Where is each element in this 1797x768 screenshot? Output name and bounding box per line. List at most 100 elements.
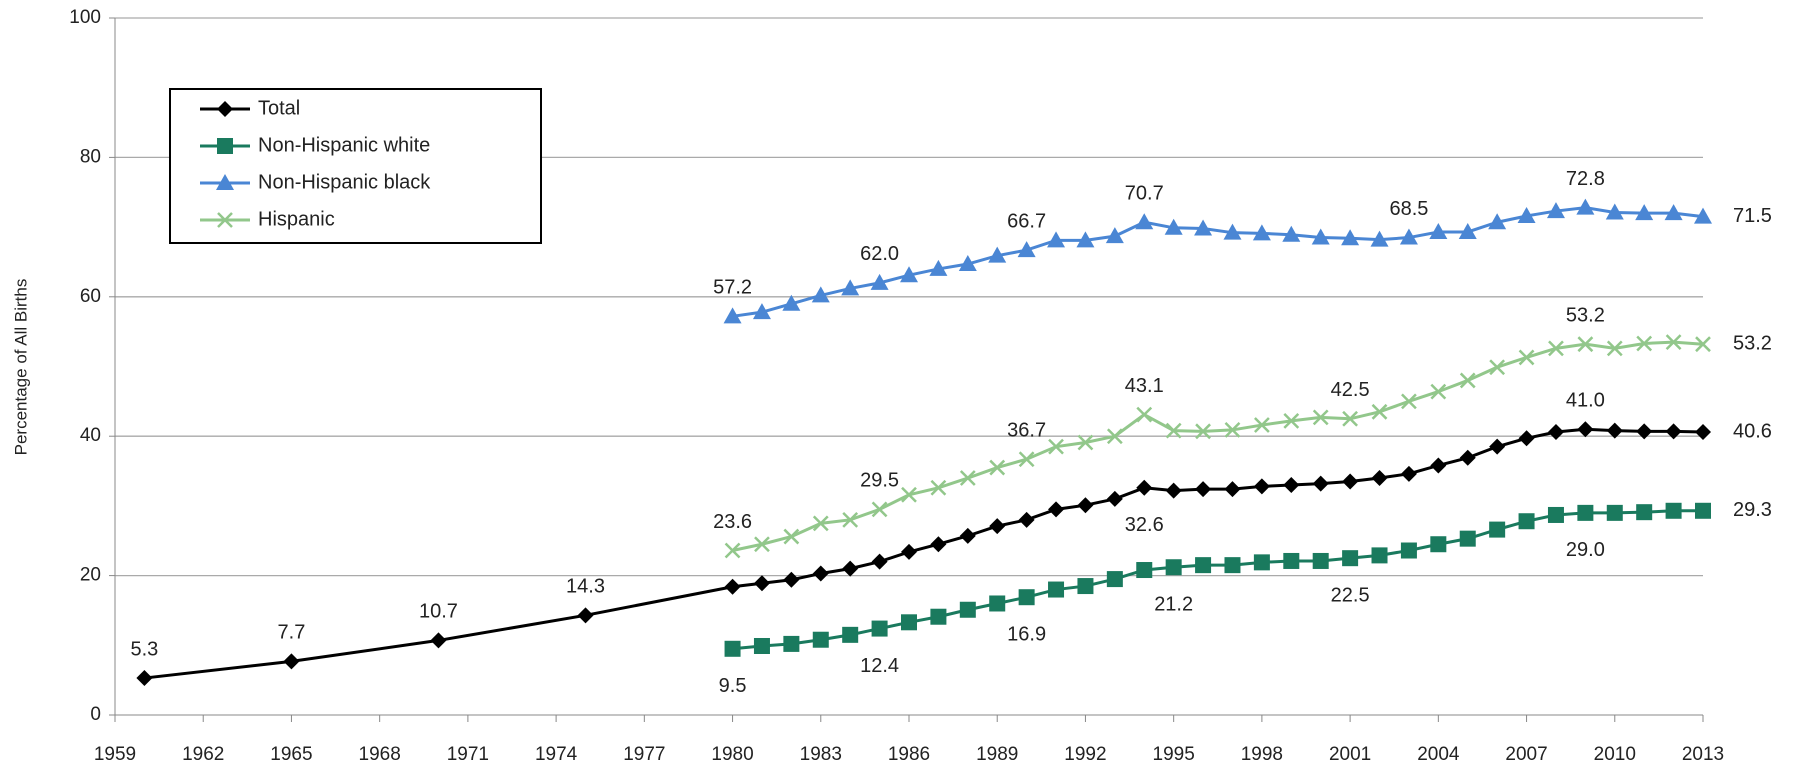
marker <box>1488 213 1507 230</box>
data-label: 68.5 <box>1389 198 1428 220</box>
marker <box>783 528 800 545</box>
data-label: 66.7 <box>1007 210 1046 232</box>
marker <box>1195 423 1211 440</box>
marker <box>1489 359 1506 376</box>
legend-label: Non-Hispanic black <box>258 171 431 193</box>
data-label: 41.0 <box>1566 390 1605 412</box>
marker <box>1371 547 1388 564</box>
marker <box>930 479 947 496</box>
data-label: 36.7 <box>1007 419 1046 441</box>
x-tick-label: 1971 <box>447 744 489 765</box>
marker <box>1636 423 1653 440</box>
series-line <box>732 340 1704 552</box>
marker <box>1400 465 1417 482</box>
y-tick-label: 80 <box>80 146 101 167</box>
marker <box>901 486 917 503</box>
marker <box>1665 423 1682 440</box>
marker <box>216 174 234 190</box>
data-label: 42.5 <box>1331 379 1370 401</box>
marker <box>1224 481 1241 498</box>
marker <box>1548 340 1564 357</box>
marker <box>136 670 153 687</box>
marker <box>1577 421 1594 438</box>
marker <box>1459 449 1476 466</box>
marker <box>724 640 741 657</box>
marker <box>1458 222 1477 239</box>
marker <box>1547 424 1564 441</box>
marker <box>1253 554 1270 571</box>
marker <box>871 501 888 518</box>
data-label: 53.2 <box>1566 304 1605 326</box>
marker <box>283 653 300 670</box>
marker <box>1165 482 1182 499</box>
marker <box>1459 530 1476 547</box>
marker <box>871 620 888 637</box>
y-tick-label: 20 <box>80 565 101 586</box>
marker <box>782 294 801 311</box>
x-tick-label: 1959 <box>94 744 136 765</box>
marker <box>1606 422 1623 439</box>
marker <box>1136 479 1153 496</box>
marker <box>1311 228 1330 245</box>
marker <box>1018 451 1035 468</box>
marker <box>1605 203 1624 220</box>
marker <box>1254 417 1270 433</box>
data-label: 23.6 <box>713 511 752 533</box>
marker <box>901 543 917 560</box>
marker <box>1223 223 1242 240</box>
marker <box>1695 424 1711 441</box>
marker <box>1106 428 1123 445</box>
marker <box>930 536 947 553</box>
marker <box>1018 589 1035 606</box>
marker <box>783 571 800 588</box>
y-tick-label: 60 <box>80 286 101 307</box>
x-tick-label: 1983 <box>800 744 842 765</box>
marker <box>1048 501 1065 518</box>
x-tick-label: 1977 <box>623 744 665 765</box>
marker <box>1224 557 1241 574</box>
marker <box>783 635 800 652</box>
marker <box>1577 336 1594 353</box>
marker <box>754 536 770 553</box>
marker <box>752 303 771 320</box>
marker <box>959 470 976 486</box>
series-line <box>144 427 1704 680</box>
legend: Total Non-Hispanic white Non-Hispanic blac… <box>169 88 542 244</box>
marker <box>1606 340 1623 357</box>
marker <box>989 595 1006 612</box>
marker <box>1695 336 1711 353</box>
marker <box>1342 550 1359 567</box>
data-label: 72.8 <box>1566 168 1605 190</box>
data-label: 7.7 <box>278 622 306 644</box>
x-tick-label: 1974 <box>535 744 578 765</box>
x-tick-label: 1986 <box>888 744 930 765</box>
marker <box>1401 393 1417 410</box>
data-label: 14.3 <box>566 576 605 598</box>
data-label: 22.5 <box>1331 584 1370 606</box>
marker <box>1253 478 1270 495</box>
marker <box>811 286 830 303</box>
marker <box>1165 559 1182 576</box>
marker <box>958 255 977 272</box>
x-tick-label: 1980 <box>711 744 753 765</box>
marker <box>1077 578 1094 595</box>
data-label: 10.7 <box>419 601 458 623</box>
marker <box>1430 536 1447 553</box>
x-tick-label: 1968 <box>359 744 401 765</box>
x-tick-label: 1995 <box>1153 744 1195 765</box>
marker <box>1017 241 1036 258</box>
marker <box>1636 335 1653 352</box>
marker <box>1283 552 1300 569</box>
marker <box>1635 204 1654 221</box>
marker <box>929 259 948 276</box>
x-tick-label: 2013 <box>1682 744 1724 765</box>
marker <box>577 607 594 624</box>
marker <box>1312 552 1329 569</box>
data-label: 29.3 <box>1733 499 1772 521</box>
marker <box>1283 412 1300 429</box>
marker <box>1135 213 1154 230</box>
data-label: 29.5 <box>860 470 899 492</box>
marker <box>1694 207 1712 224</box>
marker <box>1664 204 1683 221</box>
legend-label: Non-Hispanic white <box>258 134 430 156</box>
